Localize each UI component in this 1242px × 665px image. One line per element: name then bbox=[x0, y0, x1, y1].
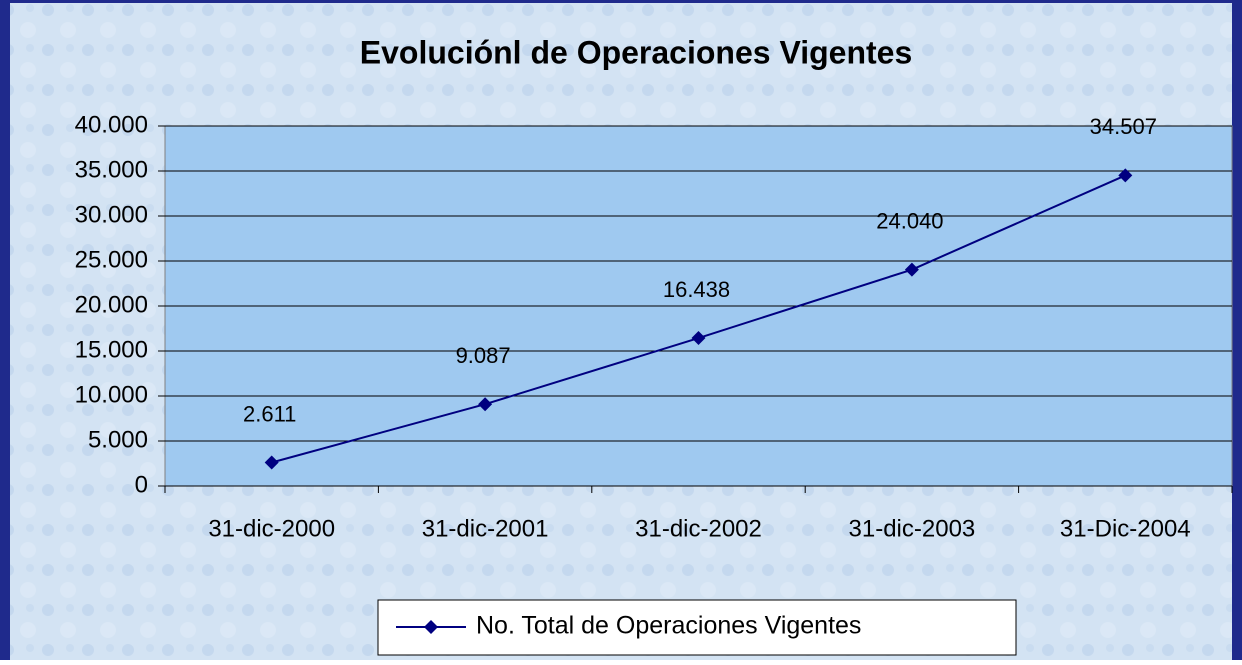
x-tick-label: 31-Dic-2004 bbox=[1060, 515, 1191, 542]
y-tick-label: 20.000 bbox=[75, 291, 148, 318]
data-label: 2.611 bbox=[243, 401, 296, 426]
x-tick-label: 31-dic-2001 bbox=[422, 515, 549, 542]
y-tick-label: 25.000 bbox=[75, 246, 148, 273]
marker bbox=[904, 262, 919, 277]
y-tick-label: 0 bbox=[135, 471, 148, 498]
marker bbox=[264, 455, 279, 470]
marker bbox=[1118, 168, 1133, 183]
y-tick-label: 5.000 bbox=[88, 426, 148, 453]
legend-marker bbox=[424, 620, 438, 634]
data-label: 16.438 bbox=[663, 277, 730, 302]
marker bbox=[478, 397, 493, 412]
data-label: 34.507 bbox=[1090, 114, 1157, 139]
data-label: 24.040 bbox=[876, 208, 943, 233]
data-label: 9.087 bbox=[456, 343, 511, 368]
x-tick-label: 31-dic-2003 bbox=[849, 515, 976, 542]
y-tick-label: 30.000 bbox=[75, 201, 148, 228]
legend-box bbox=[377, 599, 1017, 656]
y-tick-label: 10.000 bbox=[75, 381, 148, 408]
legend-label: No. Total de Operaciones Vigentes bbox=[476, 612, 861, 640]
marker bbox=[691, 331, 706, 346]
y-tick-label: 15.000 bbox=[75, 336, 148, 363]
x-tick-label: 31-dic-2002 bbox=[635, 515, 762, 542]
y-tick-label: 40.000 bbox=[75, 111, 148, 138]
chart-title: Evoluciónl de Operaciones Vigentes bbox=[360, 34, 912, 70]
x-tick-label: 31-dic-2000 bbox=[208, 515, 335, 542]
y-tick-label: 35.000 bbox=[75, 156, 148, 183]
